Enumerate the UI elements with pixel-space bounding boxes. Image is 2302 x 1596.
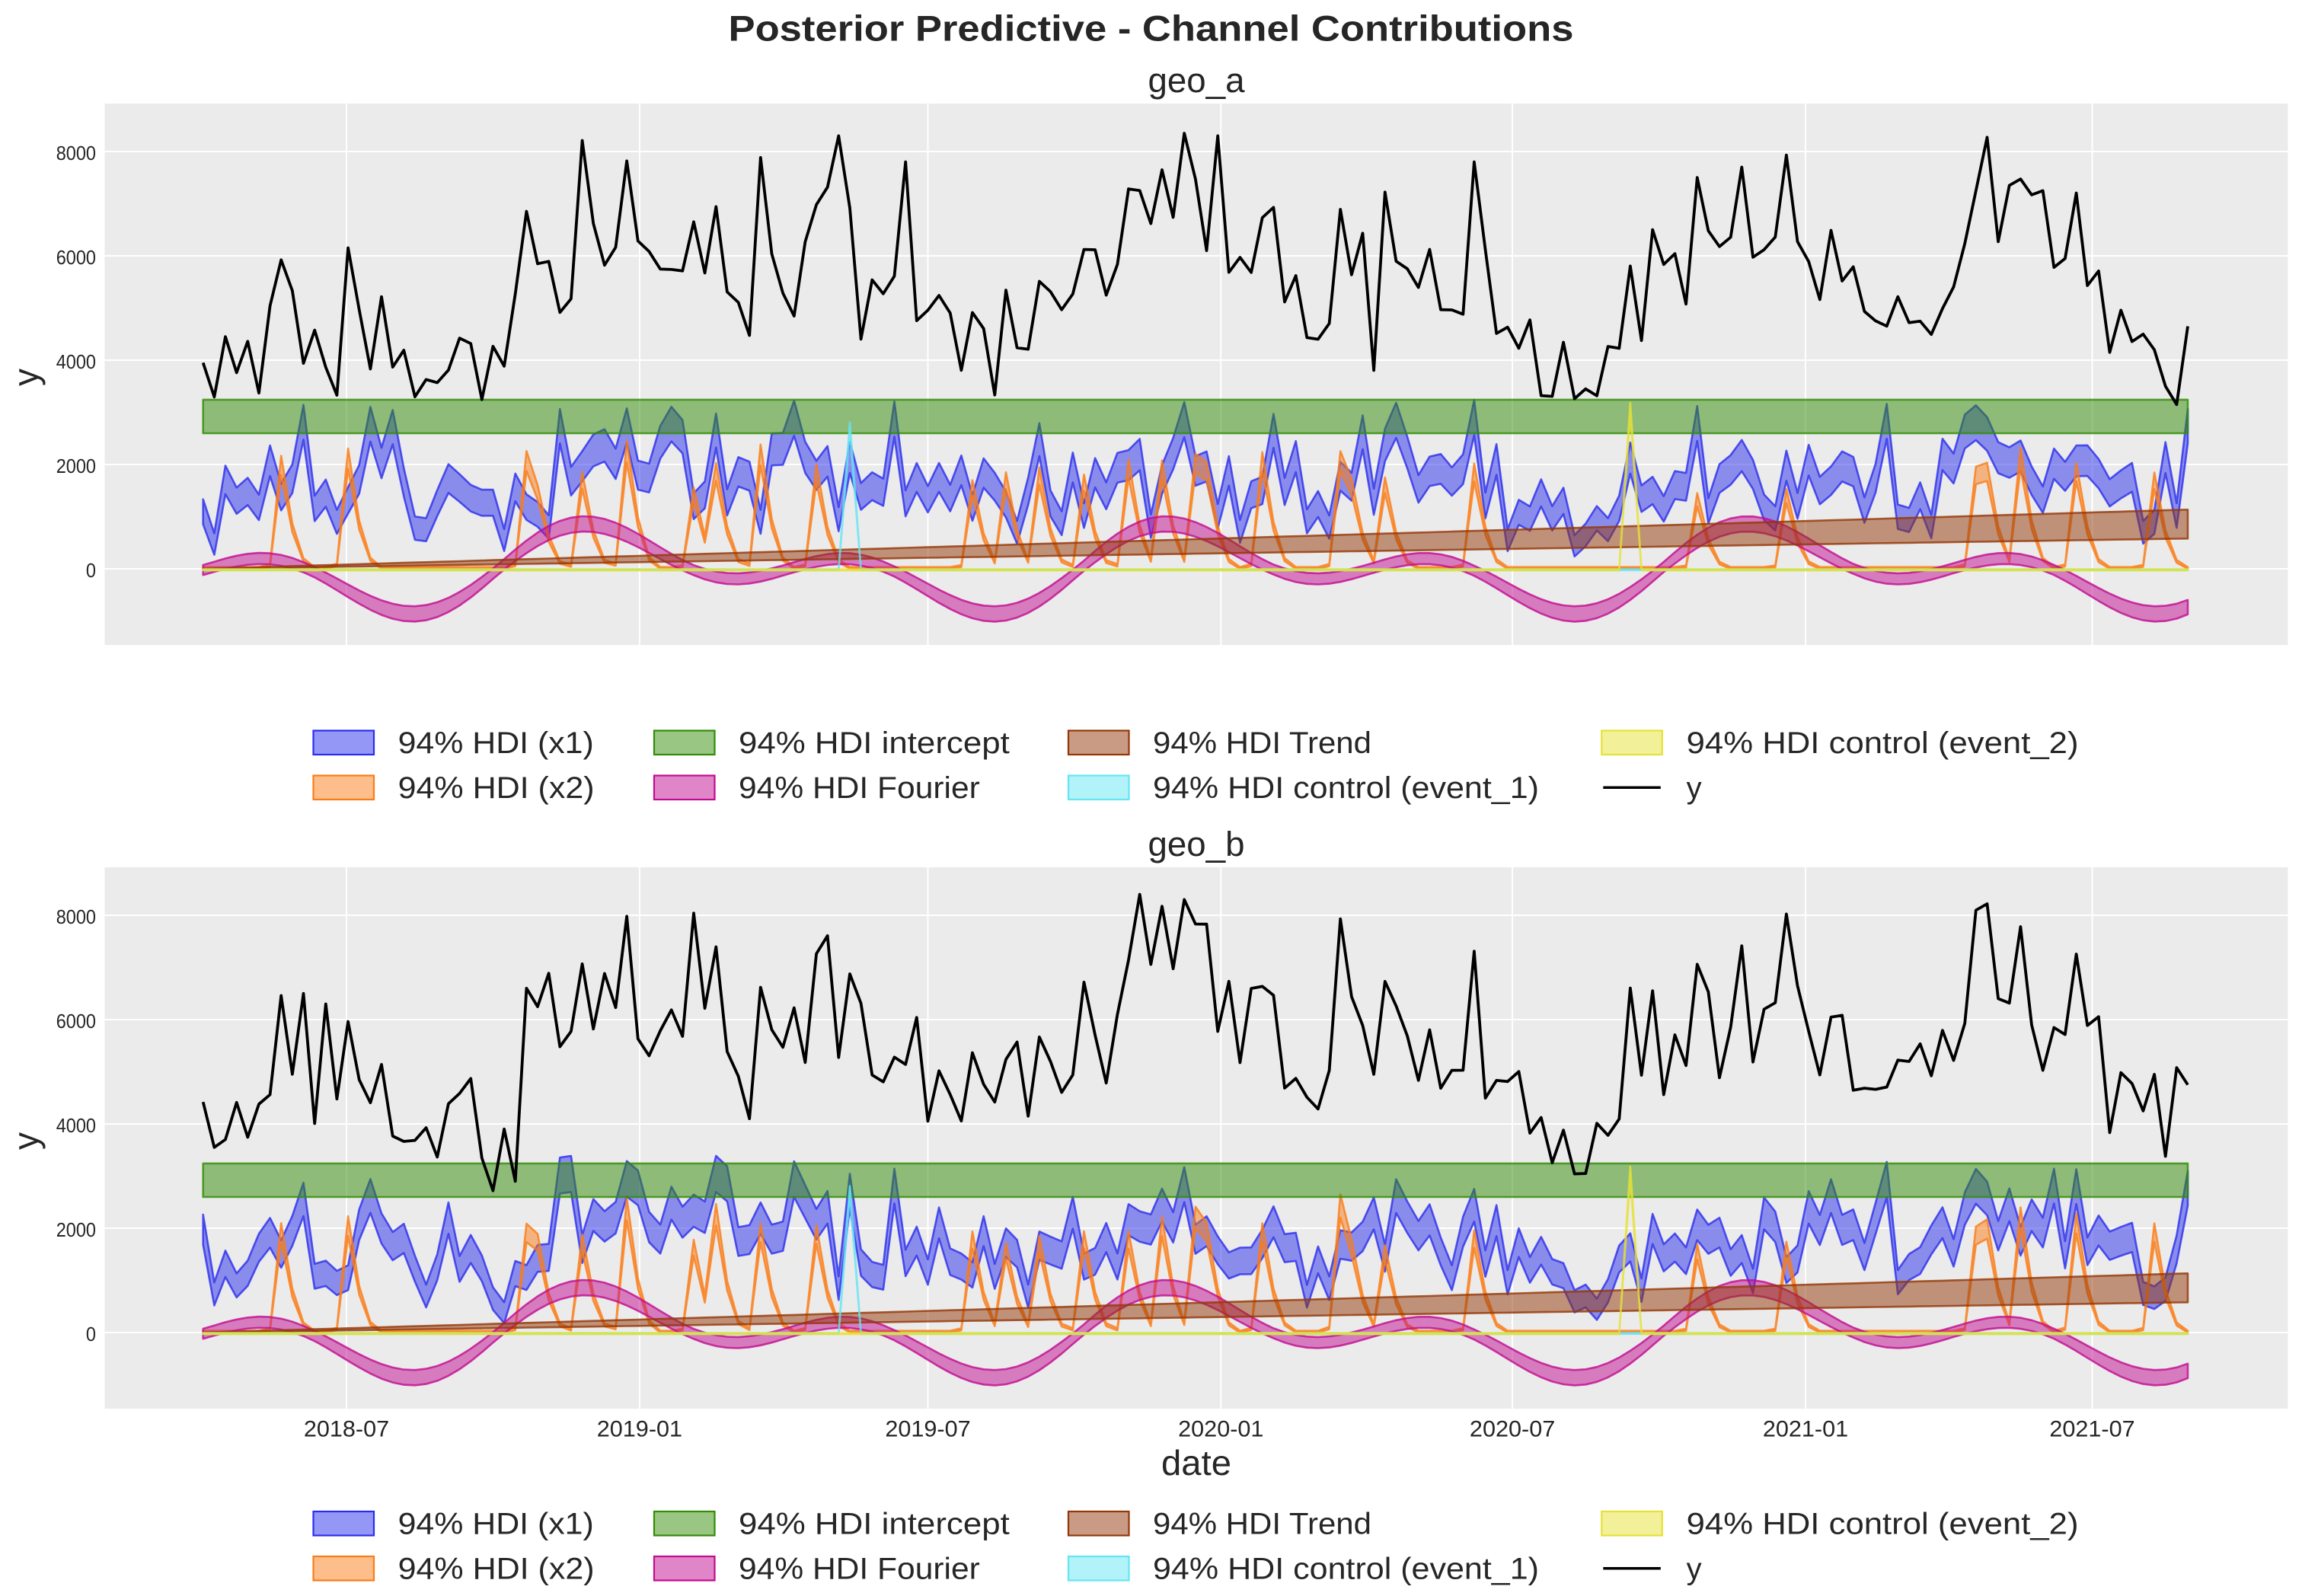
svg-text:94% HDI Trend: 94% HDI Trend bbox=[1153, 726, 1371, 760]
svg-text:8000: 8000 bbox=[56, 142, 96, 164]
svg-text:94% HDI Trend: 94% HDI Trend bbox=[1153, 1507, 1371, 1540]
svg-text:94% HDI Fourier: 94% HDI Fourier bbox=[739, 1552, 980, 1585]
svg-text:94% HDI control (event_1): 94% HDI control (event_1) bbox=[1153, 1552, 1539, 1585]
svg-text:geo_a: geo_a bbox=[1148, 61, 1246, 100]
svg-text:94% HDI control (event_2): 94% HDI control (event_2) bbox=[1687, 1507, 2079, 1540]
svg-text:94% HDI Fourier: 94% HDI Fourier bbox=[739, 771, 980, 805]
svg-text:2021-01: 2021-01 bbox=[1763, 1417, 1848, 1442]
svg-text:8000: 8000 bbox=[56, 905, 96, 928]
svg-text:geo_b: geo_b bbox=[1148, 825, 1245, 863]
svg-text:6000: 6000 bbox=[56, 1010, 96, 1033]
svg-text:0: 0 bbox=[86, 559, 96, 582]
svg-text:4000: 4000 bbox=[56, 1114, 96, 1137]
svg-text:0: 0 bbox=[86, 1323, 96, 1345]
svg-text:94% HDI (x2): 94% HDI (x2) bbox=[398, 771, 595, 805]
svg-text:2020-01: 2020-01 bbox=[1178, 1417, 1263, 1442]
svg-text:4000: 4000 bbox=[56, 350, 96, 373]
svg-text:94% HDI intercept: 94% HDI intercept bbox=[739, 1507, 1010, 1540]
svg-text:94% HDI (x1): 94% HDI (x1) bbox=[398, 726, 594, 760]
svg-text:94% HDI control (event_2): 94% HDI control (event_2) bbox=[1687, 726, 2079, 760]
svg-text:94% HDI (x2): 94% HDI (x2) bbox=[398, 1552, 595, 1585]
svg-text:94% HDI intercept: 94% HDI intercept bbox=[739, 726, 1010, 760]
svg-text:2020-07: 2020-07 bbox=[1470, 1417, 1555, 1442]
svg-text:y: y bbox=[1687, 771, 1702, 805]
svg-text:94% HDI (x1): 94% HDI (x1) bbox=[398, 1507, 594, 1540]
svg-text:2019-07: 2019-07 bbox=[885, 1417, 970, 1442]
svg-text:2021-07: 2021-07 bbox=[2049, 1417, 2134, 1442]
svg-text:y: y bbox=[6, 369, 46, 386]
svg-text:Posterior Predictive - Channel: Posterior Predictive - Channel Contribut… bbox=[729, 8, 1574, 49]
svg-text:2018-07: 2018-07 bbox=[304, 1417, 389, 1442]
svg-text:6000: 6000 bbox=[56, 246, 96, 269]
svg-text:2019-01: 2019-01 bbox=[597, 1417, 682, 1442]
svg-text:y: y bbox=[1687, 1552, 1702, 1585]
svg-text:2000: 2000 bbox=[56, 1218, 96, 1241]
svg-text:94% HDI control (event_1): 94% HDI control (event_1) bbox=[1153, 771, 1539, 805]
svg-text:2000: 2000 bbox=[56, 455, 96, 477]
svg-text:date: date bbox=[1161, 1443, 1231, 1483]
svg-text:y: y bbox=[6, 1132, 46, 1150]
